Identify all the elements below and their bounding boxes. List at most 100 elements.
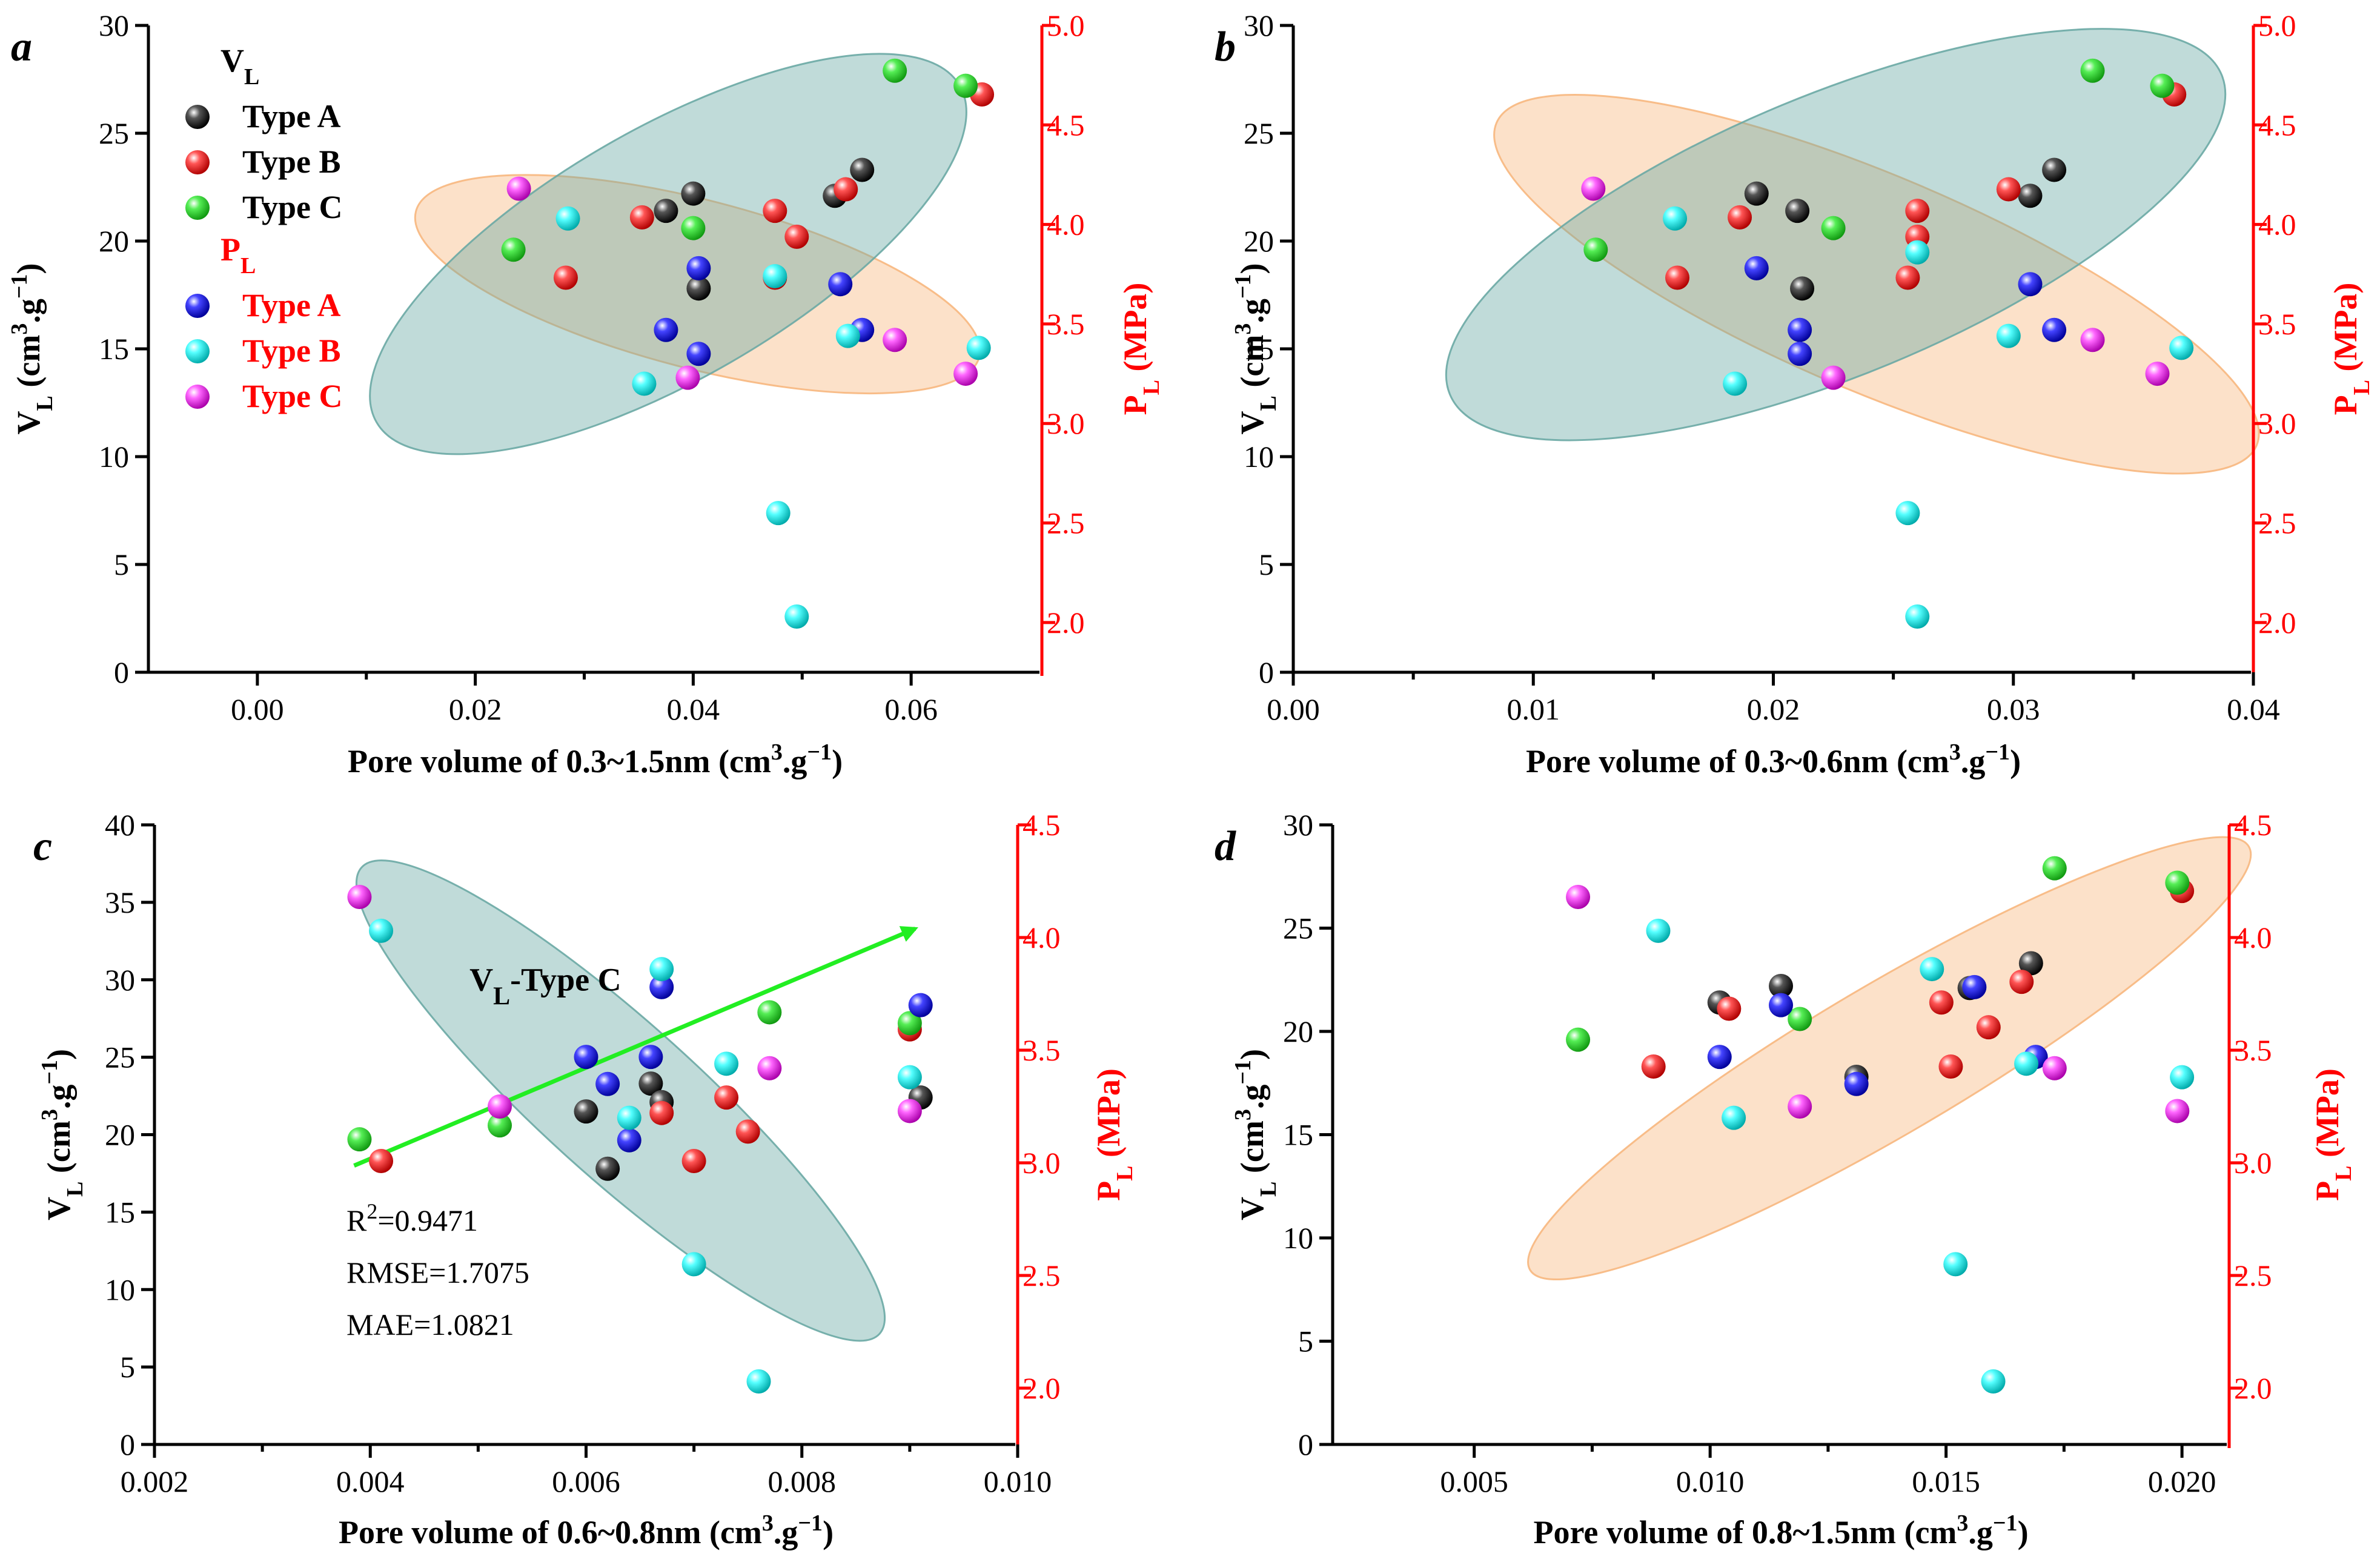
point-type-b-vl	[629, 205, 654, 230]
legend: VL Type A Type B Type C PL Type A Type B Type C	[185, 42, 343, 414]
point-type-c-pl	[897, 1099, 922, 1123]
point-type-a-pl	[2018, 272, 2043, 297]
point-type-b-vl	[1895, 265, 1920, 290]
y-tick-label-left: 0	[120, 1427, 135, 1461]
x-tick-label: 0.04	[2227, 692, 2280, 726]
y-tick-label-left: 10	[1283, 1221, 1313, 1255]
legend-marker-type-c-pl	[185, 385, 210, 409]
legend-marker-type-b-vl	[185, 150, 210, 174]
y-tick-label-left: 10	[105, 1272, 135, 1306]
x-tick-label: 0.006	[552, 1464, 620, 1498]
x-axis-label: Pore volume of 0.3~1.5nm (cm3.g−1)	[348, 739, 843, 779]
point-type-a-pl	[828, 272, 853, 297]
point-type-a-pl	[638, 1045, 663, 1070]
y-tick-label-right: 4.5	[2234, 808, 2272, 842]
point-type-b-pl	[897, 1065, 922, 1090]
y-axis-label-right: PL (MPa)	[1117, 283, 1164, 415]
y-tick-label-right: 4.5	[1023, 808, 1061, 842]
y-tick-label-right: 4.0	[1047, 208, 1085, 242]
y-tick-label-right: 5.0	[2258, 8, 2296, 42]
point-type-b-pl	[1920, 957, 1944, 982]
point-type-b-vl	[714, 1085, 739, 1110]
legend-marker-type-a-pl	[185, 294, 210, 318]
point-type-c-pl	[1581, 176, 1606, 201]
y-tick-label-right: 2.5	[2234, 1259, 2272, 1292]
x-tick-label: 0.02	[1747, 692, 1800, 726]
point-type-a-pl	[1744, 256, 1769, 280]
point-type-a-vl	[850, 157, 875, 182]
y-tick-label-left: 25	[99, 116, 129, 150]
point-type-a-pl	[654, 317, 678, 342]
point-type-b-vl	[1665, 265, 1689, 290]
point-type-c-pl	[347, 885, 372, 910]
point-type-b-vl	[553, 265, 578, 290]
y-axis-label-left: VL (cm3.g−1)	[37, 1049, 88, 1220]
point-type-c-pl	[953, 362, 978, 386]
point-type-b-pl	[835, 323, 860, 348]
point-type-a-pl	[649, 974, 674, 999]
y-tick-label-left: 20	[1244, 224, 1274, 258]
point-type-c-pl	[2165, 1099, 2190, 1123]
y-tick-label-left: 0	[114, 655, 129, 689]
point-type-b-pl	[681, 1252, 706, 1277]
point-type-b-pl	[763, 264, 787, 289]
stat-r2: R2=0.9471	[346, 1199, 478, 1237]
x-tick-label: 0.03	[1987, 692, 2040, 726]
point-type-b-pl	[1981, 1369, 2006, 1394]
point-type-b-vl	[1717, 996, 1742, 1021]
y-tick-label-left: 25	[1244, 116, 1274, 150]
x-tick-label: 0.005	[1440, 1464, 1508, 1498]
point-type-a-vl	[2042, 157, 2067, 182]
legend-label: Type A	[242, 287, 341, 323]
point-type-a-vl	[638, 1071, 663, 1096]
point-type-b-vl	[649, 1100, 674, 1125]
trend-arrow	[353, 926, 918, 1168]
point-type-b-vl	[834, 177, 858, 202]
point-type-b-pl	[369, 918, 394, 943]
point-type-b-vl	[1938, 1054, 1963, 1079]
y-tick-label-left: 25	[1283, 911, 1313, 945]
point-type-a-pl	[1788, 317, 1812, 342]
y-tick-label-left: 10	[1244, 440, 1274, 474]
panel-letter: c	[33, 823, 52, 870]
x-tick-label: 0.00	[1267, 692, 1320, 726]
y-tick-label-left: 0	[1259, 655, 1274, 689]
point-type-b-vl	[735, 1119, 760, 1144]
point-type-c-vl	[2080, 58, 2105, 83]
point-type-c-vl	[2042, 856, 2067, 881]
point-type-a-pl	[1844, 1071, 1869, 1096]
point-type-c-vl	[953, 73, 978, 98]
point-type-a-pl	[1769, 993, 1793, 1017]
y-tick-label-right: 4.0	[2258, 208, 2296, 242]
chart-panel-d: 0.005 0.010 0.015 0.020 0 5 10 15 20 25 30 2.0 2.5 3.…	[1215, 808, 2356, 1550]
point-type-b-vl	[784, 224, 809, 249]
x-tick-label: 0.04	[667, 692, 720, 726]
point-type-b-vl	[1976, 1015, 2001, 1040]
y-tick-label-right: 2.0	[1047, 606, 1085, 640]
point-type-a-pl	[617, 1128, 641, 1153]
y-tick-label-left: 5	[114, 547, 129, 581]
y-tick-label-left: 25	[105, 1040, 135, 1074]
point-type-a-pl	[574, 1045, 598, 1070]
point-type-b-pl	[766, 501, 791, 526]
point-type-a-vl	[1785, 199, 1810, 223]
point-type-a-pl	[1707, 1045, 1732, 1070]
y-tick-label-right: 4.0	[1023, 921, 1061, 954]
point-type-c-vl	[501, 237, 526, 262]
point-type-b-pl	[746, 1369, 771, 1394]
point-type-c-vl	[1583, 237, 1608, 262]
point-type-b-pl	[632, 371, 657, 396]
point-type-a-pl	[908, 993, 933, 1017]
x-tick-label: 0.010	[984, 1464, 1052, 1498]
x-tick-label: 0.008	[768, 1464, 837, 1498]
x-axis-label: Pore volume of 0.3~0.6nm (cm3.g−1)	[1526, 739, 2021, 779]
y-tick-label-left: 30	[1244, 8, 1274, 42]
ellipse-teal-1	[369, 53, 967, 455]
legend-label: Type C	[242, 189, 343, 225]
x-axis-label: Pore volume of 0.8~1.5nm (cm3.g−1)	[1533, 1510, 2028, 1550]
y-tick-label-left: 20	[99, 224, 129, 258]
y-tick-label-right: 4.5	[1047, 108, 1085, 142]
point-type-c-vl	[897, 1011, 922, 1036]
y-tick-label-right: 3.0	[1023, 1146, 1061, 1180]
